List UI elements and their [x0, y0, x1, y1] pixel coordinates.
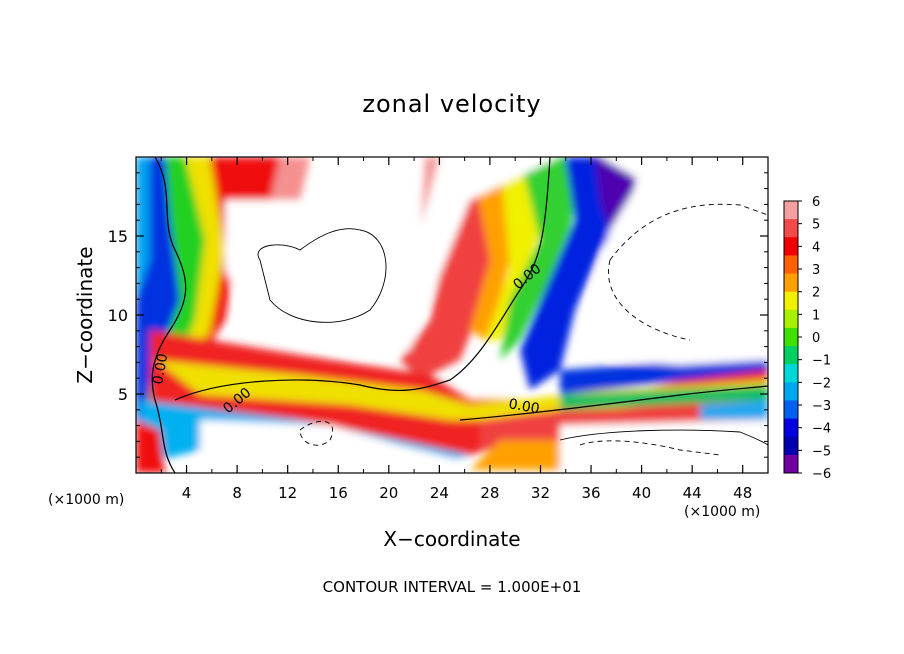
colorbar-tick-label: 5 [812, 218, 820, 233]
x-tick-label: 8 [232, 484, 242, 502]
x-tick-label: 40 [632, 484, 651, 502]
colorbar-tick-label: 0 [812, 331, 820, 346]
chart-title: zonal velocity [362, 90, 541, 118]
colorbar-tick-label: 1 [812, 308, 820, 323]
colorbar-swatch [784, 327, 798, 347]
y-axis: 5 10 15 [108, 172, 768, 458]
x-tick-label: 12 [278, 484, 297, 502]
colorbar-tick-label: 2 [812, 286, 820, 301]
colorbar-swatch [784, 382, 798, 401]
colorbar-tick-label: −3 [812, 399, 831, 414]
contour-lines [151, 157, 768, 473]
colorbar-tick-label: −5 [812, 444, 831, 459]
x-tick-label: 36 [581, 484, 600, 502]
colorbar-swatch [784, 436, 798, 456]
x-tick-label: 24 [430, 484, 449, 502]
y-tick-label: 15 [108, 227, 128, 246]
colorbar-tick-label: −1 [812, 354, 831, 369]
x-unit-left: (×1000 m) [48, 492, 124, 508]
x-tick-label: 28 [480, 484, 499, 502]
x-tick-label: 44 [683, 484, 702, 502]
colorbar-swatch [784, 364, 798, 383]
x-tick-label: 4 [182, 484, 192, 502]
y-axis-label: Z−coordinate [73, 246, 97, 383]
colorbar-tick-label: −2 [812, 376, 831, 391]
plot-area: 0.00 0.00 0.00 0.00 [136, 157, 768, 473]
x-axis: 4 8 12 16 20 24 28 32 36 40 44 48 [160, 157, 752, 502]
colorbar-swatch [784, 273, 798, 293]
colorbar-swatch [784, 418, 798, 438]
colorbar-swatch [784, 309, 798, 329]
colorbar-swatch [784, 201, 798, 220]
y-tick-label: 5 [118, 385, 128, 404]
colorbar-tick-label: 3 [812, 263, 820, 278]
colorbar-tick-label: −6 [812, 467, 831, 482]
colorbar-swatch [784, 291, 798, 311]
contour-label-1: 0.00 [150, 352, 171, 385]
contour-label-4: 0.00 [507, 396, 540, 417]
x-tick-label: 48 [733, 484, 752, 502]
colorbar-swatch [784, 219, 798, 238]
colorbar-tick-label: 6 [812, 195, 820, 210]
x-tick-label: 16 [329, 484, 348, 502]
colorbar-swatch [784, 346, 798, 365]
x-tick-label: 32 [531, 484, 550, 502]
y-tick-label: 10 [108, 306, 128, 325]
colorbar-tick-label: 4 [812, 240, 820, 255]
colorbar-swatch [784, 400, 798, 420]
x-axis-label: X−coordinate [383, 527, 520, 551]
x-tick-label: 20 [379, 484, 398, 502]
x-unit-right: (×1000 m) [684, 504, 760, 520]
colorbar-swatch [784, 454, 798, 474]
colorbar-tick-label: −4 [812, 422, 831, 437]
contour-interval-note: CONTOUR INTERVAL = 1.000E+01 [323, 578, 582, 596]
colorbar-swatch [784, 237, 798, 256]
colorbar: 6 5 4 3 2 1 0 −1 −2 −3 −4 −5 −6 [783, 195, 831, 482]
colorbar-swatch [784, 255, 798, 275]
